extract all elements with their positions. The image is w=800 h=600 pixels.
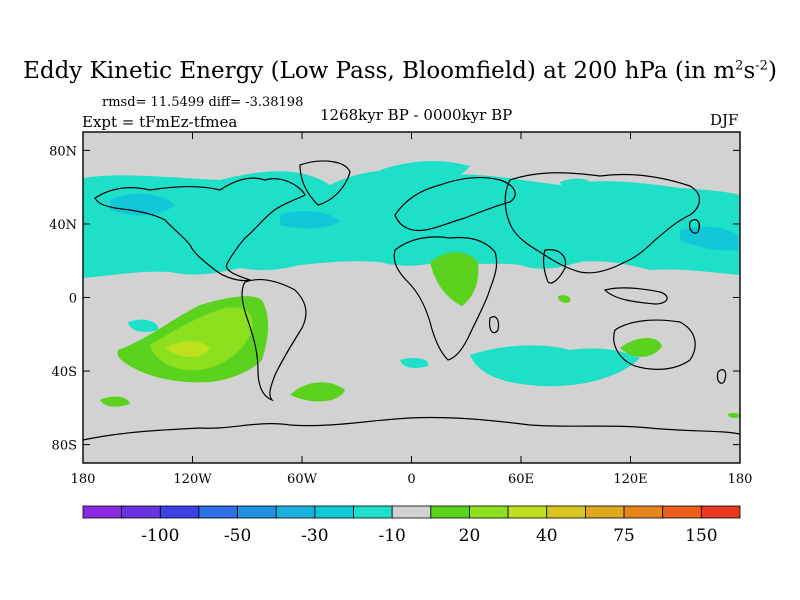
coast-asia [504,172,700,274]
colorbar-label: 150 [685,526,717,546]
colorbar-swatch [237,505,277,519]
anomaly-cyan-south-indian [470,345,640,387]
coast-madagascar [489,316,500,334]
colorbar-swatch [469,505,509,519]
anomaly-cyan-south-pacific [128,319,159,332]
colorbar-label: -30 [301,526,328,546]
experiment-label: Expt = tFmEz-tfmea [82,113,238,131]
coastlines [82,160,741,441]
colorbar-swatch [546,505,586,519]
lon-tick-label: 0 [407,472,415,487]
anomaly-blue-pacific-east [680,226,738,251]
lon-tick-label: 180 [71,472,96,487]
coast-india [542,249,567,284]
colorbar-swatch [430,505,470,519]
stats-label: rmsd= 11.5499 diff= -3.38198 [102,95,304,110]
colorbar-swatch [198,505,238,519]
colorbar-label: -10 [378,526,405,546]
anomaly-cyan-arctic [380,161,470,185]
anomaly-green-australia [620,337,662,357]
lat-tick-label: 40N [49,218,77,233]
period-label: 1268kyr BP - 0000kyr BP [320,106,513,124]
longitude-axis: 180 120W 60W 0 60E 120E 180 [71,132,753,487]
colorbar-swatch [275,505,316,519]
latitude-axis: 80N 40N 0 40S 80S [49,144,740,454]
lon-tick-label: 60W [287,472,318,487]
colorbar-swatch [623,505,664,519]
colorbar-swatch [159,505,200,519]
colorbar-label: 75 [613,526,635,546]
colorbar-label: 40 [536,526,558,546]
colorbar: -100 -50 -30 -10 20 40 75 150 [82,505,741,546]
anomaly-green-africa [430,252,479,306]
anomaly-cyan-south-atlantic [400,358,429,368]
plot-title: Eddy Kinetic Energy (Low Pass, Bloomfiel… [23,58,777,84]
lat-tick-label: 80S [52,439,77,454]
coast-antarctica [82,416,741,441]
anomaly-green-small [558,295,571,303]
lon-tick-label: 120E [613,472,647,487]
anomaly-yellow-core [165,341,210,358]
anomaly-cyan-east-asia [560,178,593,190]
colorbar-swatch [585,505,625,519]
colorbar-swatch [353,505,393,519]
colorbar-swatch [507,505,548,519]
colorbar-swatch [121,505,161,519]
colorbar-label: -50 [224,526,251,546]
anomaly-green-south-atlantic [290,382,345,402]
coast-greenland [299,160,351,206]
colorbar-swatch [314,505,354,519]
lat-tick-label: 40S [52,365,77,380]
coast-japan [689,219,700,234]
lon-tick-label: 120W [173,472,212,487]
coast-south-america [241,278,307,402]
coast-africa [393,236,498,361]
colorbar-swatch [662,505,702,519]
season-label: DJF [710,111,739,129]
anomaly-green-tasman [100,396,130,407]
anomaly-yellow-south-pacific [150,307,253,371]
coast-australia [613,319,696,370]
coast-new-zealand [716,369,727,384]
anomaly-green-east [728,413,740,418]
colorbar-swatch [82,505,123,519]
lat-tick-label: 0 [69,292,77,307]
coast-indonesia [603,287,668,305]
lon-tick-label: 180 [728,472,753,487]
lat-tick-label: 80N [49,144,77,159]
colorbar-swatch [700,505,741,519]
colorbar-label: -100 [141,526,179,546]
colorbar-swatch [391,505,432,519]
coast-europe [394,176,516,232]
map-panel: 80N 40N 0 40S 80S 180 120W 60W 0 60E 120E 180 [49,131,753,487]
anomaly-cyan-north-pacific [83,169,740,278]
coast-north-america [94,177,306,282]
colorbar-label: 20 [459,526,481,546]
anomaly-blue-atlantic [280,210,340,229]
lon-tick-label: 60E [508,472,534,487]
